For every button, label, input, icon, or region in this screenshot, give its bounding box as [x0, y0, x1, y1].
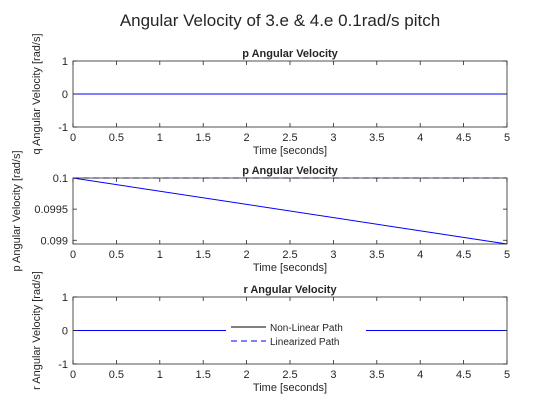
- x-tick-label: 2: [244, 369, 250, 381]
- x-tick-label: 4: [417, 369, 423, 381]
- legend-label: Non-Linear Path: [270, 323, 343, 334]
- y-axis-label: p Angular Velocity [rad/s]: [11, 150, 23, 271]
- figure-title: Angular Velocity of 3.e & 4.e 0.1rad/s p…: [120, 11, 440, 30]
- x-tick-label: 1.5: [196, 249, 211, 261]
- legend-label: Linearized Path: [270, 337, 340, 348]
- x-tick-label: 1.5: [196, 132, 211, 144]
- x-tick-label: 3.5: [369, 249, 384, 261]
- y-tick-label: 1: [62, 56, 68, 68]
- x-tick-label: 5: [504, 249, 510, 261]
- subplot-title: p Angular Velocity: [242, 48, 338, 60]
- y-tick-label: 0: [62, 89, 68, 101]
- y-tick-label: -1: [58, 359, 68, 371]
- x-axis-label: Time [seconds]: [253, 145, 327, 157]
- series-line-non-linear-path: [72, 177, 508, 245]
- x-tick-label: 1.5: [196, 369, 211, 381]
- x-tick-label: 3.5: [369, 369, 384, 381]
- x-tick-label: 5: [504, 132, 510, 144]
- y-tick-label: 0.1: [53, 173, 68, 185]
- subplot-title: p Angular Velocity: [242, 165, 338, 177]
- y-axis-label: q Angular Velocity [rad/s]: [31, 33, 43, 154]
- legend-box: [226, 318, 366, 350]
- x-tick-label: 0.5: [109, 249, 124, 261]
- x-tick-label: 3: [330, 132, 336, 144]
- y-tick-label: -1: [58, 122, 68, 134]
- x-tick-label: 4.5: [456, 369, 471, 381]
- x-tick-label: 3: [330, 369, 336, 381]
- y-tick-label: 0.099: [40, 235, 68, 247]
- y-tick-label: 1: [62, 292, 68, 304]
- x-tick-label: 0: [70, 132, 76, 144]
- y-tick-label: 0: [62, 326, 68, 338]
- x-tick-label: 4.5: [456, 249, 471, 261]
- legend: Non-Linear Path Linearized Path: [226, 318, 366, 350]
- x-tick-label: 0.5: [109, 132, 124, 144]
- y-tick-label: 0.0995: [34, 204, 68, 216]
- subplot-title: r Angular Velocity: [243, 284, 337, 296]
- x-tick-label: 4: [417, 132, 423, 144]
- x-tick-label: 4: [417, 249, 423, 261]
- x-tick-label: 0: [70, 249, 76, 261]
- x-tick-label: 3: [330, 249, 336, 261]
- x-tick-label: 0: [70, 369, 76, 381]
- x-axis-label: Time [seconds]: [253, 382, 327, 394]
- x-tick-label: 2.5: [282, 132, 297, 144]
- x-tick-label: 5: [504, 369, 510, 381]
- y-axis-label: r Angular Velocity [rad/s]: [31, 271, 43, 390]
- x-axis-label: Time [seconds]: [253, 262, 327, 274]
- x-tick-label: 1: [157, 369, 163, 381]
- x-tick-label: 3.5: [369, 132, 384, 144]
- x-tick-label: 4.5: [456, 132, 471, 144]
- x-tick-label: 2: [244, 249, 250, 261]
- x-tick-label: 2: [244, 132, 250, 144]
- x-tick-label: 1: [157, 132, 163, 144]
- x-tick-label: 2.5: [282, 249, 297, 261]
- x-tick-label: 1: [157, 249, 163, 261]
- subplot-2: 0 0.5 1 1.5 2 2.5 3 3.5 4 4.5 5 0.099 0.0995 0.1 p Ang…: [11, 150, 510, 274]
- x-tick-label: 0.5: [109, 369, 124, 381]
- x-tick-label: 2.5: [282, 369, 297, 381]
